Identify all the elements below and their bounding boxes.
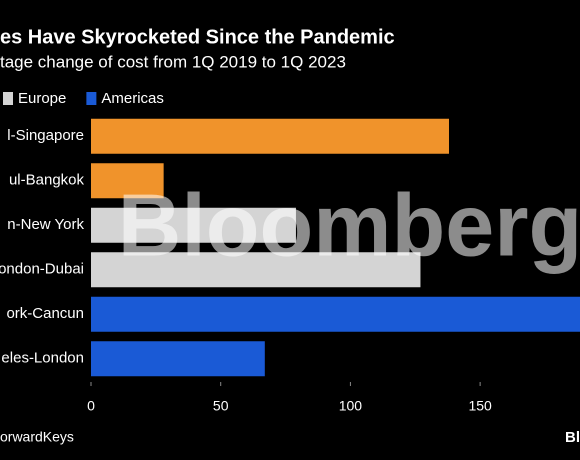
bar (91, 341, 265, 377)
chart-subtitle: tage change of cost from 1Q 2019 to 1Q 2… (0, 52, 346, 71)
chart-title: es Have Skyrocketed Since the Pandemic (0, 26, 395, 48)
x-tick-label: 0 (87, 398, 95, 414)
x-tick-label: 100 (339, 398, 363, 414)
x-tick-label: 150 (468, 398, 492, 414)
y-tick-label: ul-Bangkok (9, 172, 85, 189)
legend: Europe Americas (3, 90, 164, 107)
bar (91, 207, 296, 243)
legend-swatch (86, 92, 97, 105)
bar (91, 118, 449, 154)
legend-label: Europe (18, 90, 66, 107)
logo: Bl (565, 429, 580, 446)
y-tick-label: l-Singapore (7, 127, 84, 144)
bar (91, 252, 421, 288)
legend-swatch (3, 92, 13, 105)
x-tick-label: 50 (213, 398, 229, 414)
plot-area (91, 118, 580, 377)
y-tick-label: ondon-Dubai (0, 261, 84, 278)
y-tick-label: eles-London (1, 350, 84, 367)
bar (91, 163, 164, 199)
source: orwardKeys (0, 429, 74, 445)
y-tick-label: ork-Cancun (6, 305, 84, 322)
legend-label: Americas (101, 90, 164, 107)
bar (91, 296, 580, 332)
y-tick-label: n-New York (7, 216, 84, 233)
watermark: Bloomberg (118, 175, 580, 274)
